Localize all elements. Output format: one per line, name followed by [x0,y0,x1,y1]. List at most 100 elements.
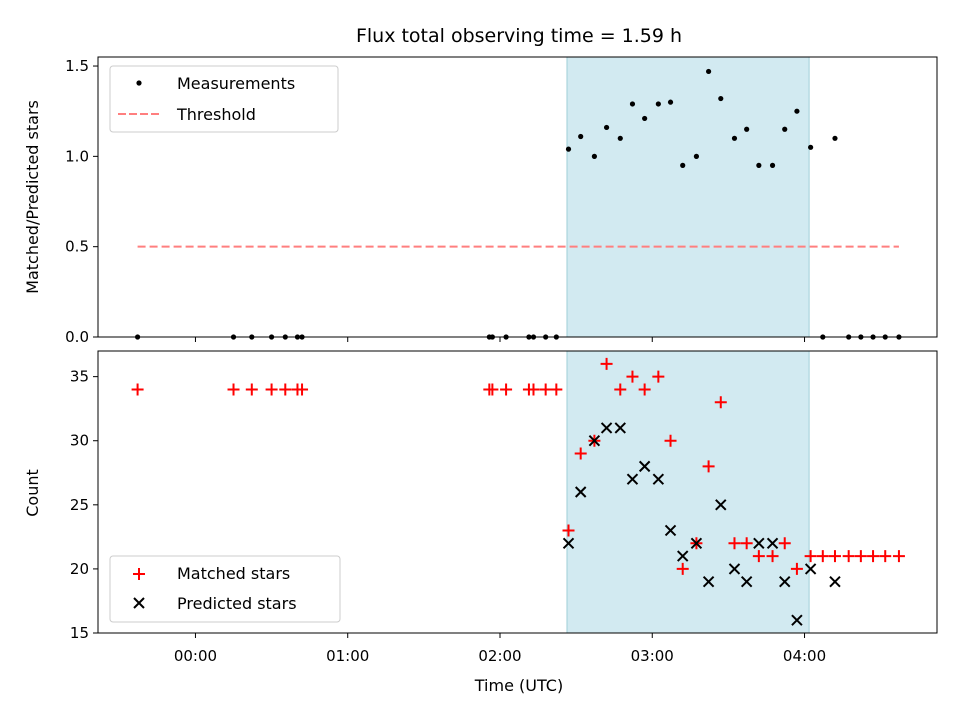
matched-stars-point [752,550,765,563]
predicted-stars-point [690,537,703,549]
matched-stars-point [296,383,309,396]
predicted-stars-point [829,576,841,588]
matched-stars-point [539,383,552,396]
matched-stars-point [778,537,791,550]
bottom-panel: 15 20 25 30 35 00:00 01:00 02:00 03:00 04:00 [70,350,938,665]
bottom-y-tick-label: 30 [70,432,89,450]
top-y-tick-label: 1.5 [65,57,89,75]
matched-stars-point [766,550,779,563]
x-axis-label: Time (UTC) [474,676,563,695]
plot-layer: 0.0 0.5 1.0 1.5 15 20 25 30 35 00:00 01:00 02:00 03:… [65,56,938,665]
top-panel: 0.0 0.5 1.0 1.5 [65,56,938,346]
top-y-tick-label: 1.0 [65,147,89,165]
matched-stars-point [527,383,540,396]
measurements-point [578,133,584,140]
legend-label-threshold: Threshold [176,105,256,124]
predicted-stars-point [677,550,689,562]
predicted-stars-point [702,576,715,588]
bottom-axes-frame [97,350,938,634]
bottom-y-tick-label: 25 [70,496,89,514]
measurements-point [693,153,700,159]
x-tick-label: 03:00 [631,647,674,665]
top-y-axis-label: Matched/Predicted stars [23,100,42,294]
measurements-point [617,135,623,141]
measurements-point [769,162,776,168]
top-y-tick-label: 0.5 [65,238,89,256]
bottom-y-tick-label: 20 [70,560,89,578]
matched-stars-point [828,550,841,563]
predicted-stars-point [600,422,613,434]
legend-marker-matched-stars [133,568,145,580]
legend-marker-measurements [136,80,142,86]
predicted-stars-point [804,563,817,575]
measurements-point [832,135,838,141]
bottom-legend: Matched stars Predicted stars [109,555,341,623]
x-tick-label: 01:00 [326,647,369,665]
predicted-stars-point [588,435,601,447]
measurements-point [808,144,814,150]
matched-stars-point [702,460,715,473]
matched-stars-point [614,383,627,396]
matched-stars-point [804,550,817,563]
predicted-stars-point [574,486,587,498]
matched-stars-point [638,383,651,396]
predicted-stars-point [728,563,741,575]
bottom-y-axis-label: Count [23,469,42,517]
matched-stars-point [790,562,803,575]
measurements-point [731,135,738,141]
predicted-stars-point [626,473,639,485]
matched-stars-point [550,383,563,396]
matched-stars-point [892,550,905,563]
matched-stars-point [574,447,587,460]
measurements-point [756,162,762,168]
x-tick-label: 00:00 [174,647,217,665]
measurements-point [705,68,712,75]
matched-stars-point [652,370,665,383]
matched-stars-point [879,550,892,563]
legend-label-matched-stars: Matched stars [177,564,290,583]
matched-stars-point [600,357,613,370]
bottom-y-tick-label: 15 [70,624,89,642]
measurements-point [794,108,800,114]
top-legend: Measurements Threshold [109,65,339,133]
measurements-point [603,124,610,131]
matched-stars-point [676,562,689,575]
matched-stars-point [740,537,753,550]
measurements-point [680,162,686,168]
top-shaded-interval [566,56,810,338]
measurements-point [655,101,661,107]
measurements-point [718,95,724,102]
matched-stars-point [131,383,144,396]
matched-stars-point [500,383,513,396]
predicted-stars-point [715,499,727,511]
top-legend-box [109,65,339,133]
matched-stars-point [245,383,258,396]
predicted-stars-point [562,537,575,549]
matched-stars-point [227,383,240,396]
predicted-stars-point [614,422,626,434]
measurements-point [565,146,572,152]
matched-stars-point [816,550,829,563]
predicted-stars-point [664,524,677,537]
matched-stars-point [279,383,292,396]
x-tick-label: 04:00 [783,647,826,665]
matched-stars-point [842,550,855,563]
matched-stars-point [265,383,278,396]
legend-marker-predicted-stars [133,597,145,609]
predicted-stars-point [638,460,651,473]
predicted-stars-point [791,614,803,626]
matched-stars-point [867,550,880,563]
measurements-point [642,115,648,122]
bottom-legend-box [109,555,341,623]
matched-stars-point [562,524,575,537]
bottom-shaded-interval [566,350,810,634]
predicted-stars-point [740,576,753,588]
matched-stars-point [486,383,499,396]
predicted-stars-point [753,537,765,549]
matched-stars-point [854,550,867,563]
top-axes-frame [97,56,938,338]
matched-stars-point [664,434,677,447]
top-y-tick-label: 0.0 [65,328,89,346]
predicted-stars-point [652,473,665,485]
